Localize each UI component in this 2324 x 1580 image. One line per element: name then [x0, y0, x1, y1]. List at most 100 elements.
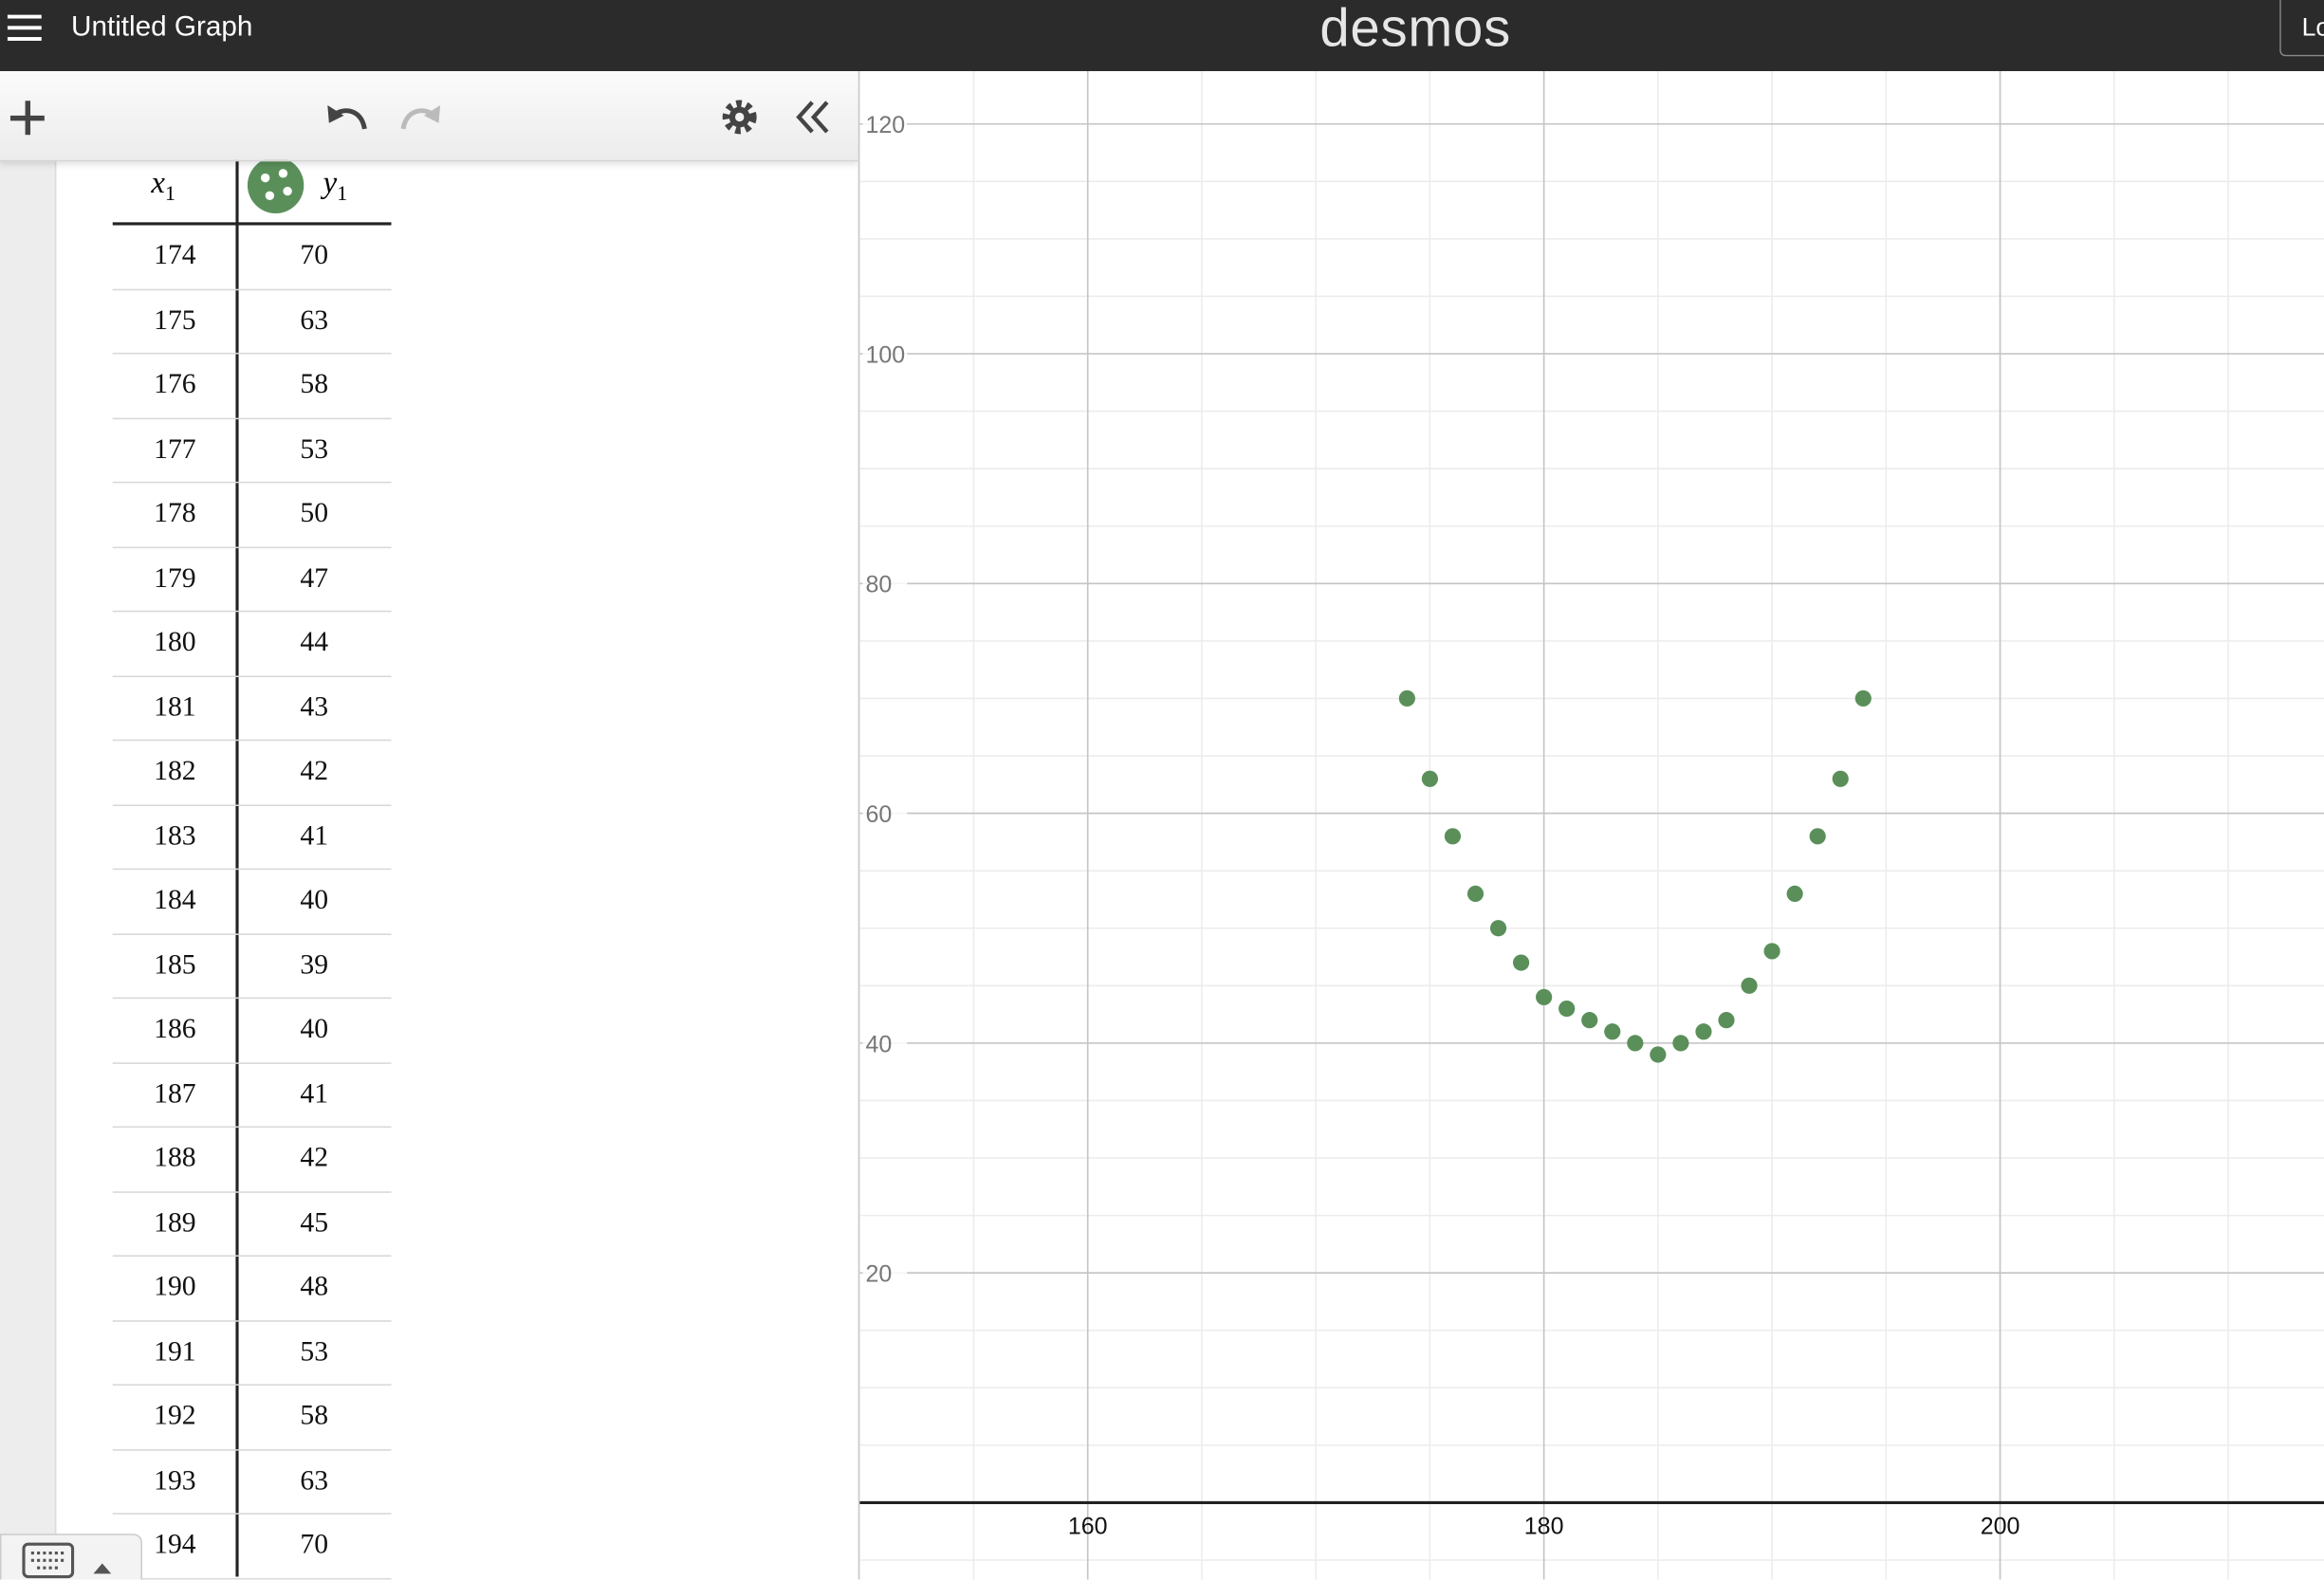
- point: [1672, 1035, 1689, 1052]
- settings-button[interactable]: [720, 98, 759, 137]
- column-header: x1: [151, 160, 175, 223]
- table-cell[interactable]: 193: [154, 1464, 196, 1497]
- login-button[interactable]: Log In: [2279, 0, 2324, 57]
- tick-label-background: [862, 110, 908, 138]
- y-tick-label: 40: [866, 1031, 893, 1057]
- row-rule: [112, 545, 392, 548]
- y-tick-label: 100: [866, 341, 906, 368]
- table-cell[interactable]: 188: [154, 1142, 196, 1174]
- table-cell[interactable]: 53: [300, 1335, 329, 1368]
- row-rule: [112, 1190, 392, 1193]
- table-cell[interactable]: 58: [300, 1400, 329, 1432]
- y-tick-label: 20: [866, 1261, 893, 1288]
- row-rule: [112, 1061, 392, 1064]
- table-cell[interactable]: 190: [154, 1271, 196, 1303]
- table-cell[interactable]: 47: [300, 561, 329, 594]
- table-cell[interactable]: 191: [154, 1335, 196, 1368]
- table-cell[interactable]: 70: [300, 240, 329, 271]
- table-cell[interactable]: 177: [154, 433, 196, 465]
- point: [1809, 828, 1826, 845]
- point: [1786, 885, 1803, 902]
- table-cell[interactable]: 181: [154, 690, 196, 723]
- y-tick-label: 60: [866, 801, 893, 828]
- table-cell[interactable]: 43: [300, 690, 329, 723]
- top-bar: Untitled Graph desmos Log In: [0, 0, 2324, 71]
- table-cell[interactable]: 174: [154, 240, 196, 271]
- row-rule: [112, 1384, 392, 1386]
- point: [1512, 954, 1530, 971]
- point: [1832, 770, 1849, 787]
- x-tick-label: 200: [1981, 1513, 2020, 1539]
- y-tick-label: 80: [866, 572, 893, 598]
- gutter: [0, 159, 57, 1580]
- variable-subscript: 1: [337, 184, 348, 207]
- table-cell[interactable]: 176: [154, 369, 196, 400]
- point: [1741, 977, 1758, 994]
- undo-button[interactable]: [323, 97, 371, 136]
- table-cell[interactable]: 63: [300, 304, 329, 336]
- point: [1650, 1046, 1667, 1063]
- table-cell[interactable]: 192: [154, 1400, 196, 1432]
- table-cell[interactable]: 48: [300, 1271, 329, 1303]
- point: [1559, 1000, 1576, 1018]
- table-cell[interactable]: 178: [154, 498, 196, 529]
- graph-title[interactable]: Untitled Graph: [71, 11, 253, 44]
- point: [1466, 885, 1485, 902]
- add-button[interactable]: [9, 100, 47, 138]
- table-cell[interactable]: 42: [300, 1142, 329, 1174]
- row-rule: [112, 997, 392, 1000]
- table-cell[interactable]: 184: [154, 884, 196, 916]
- table-cell[interactable]: 185: [154, 948, 196, 981]
- variable-name: y: [323, 164, 338, 200]
- point: [1536, 988, 1553, 1006]
- row-rule: [112, 1255, 392, 1257]
- expression-panel: x1 y1 174 70 175 63 176 58 177 53 178 50 179 47 180 44 1…: [0, 71, 860, 1580]
- table-cell[interactable]: 45: [300, 1206, 329, 1239]
- variable-subscript: 1: [164, 184, 175, 207]
- table-cell[interactable]: 179: [154, 561, 196, 594]
- point: [1763, 943, 1780, 960]
- row-rule: [112, 1513, 392, 1515]
- row-rule: [112, 674, 392, 677]
- row-rule: [112, 932, 392, 935]
- table-cell[interactable]: 182: [154, 755, 196, 787]
- table-cell[interactable]: 53: [300, 433, 329, 465]
- redo-button[interactable]: [397, 97, 445, 136]
- table-cell[interactable]: 40: [300, 884, 329, 916]
- table-cell[interactable]: 175: [154, 304, 196, 336]
- row-rule: [112, 1319, 392, 1321]
- collapse-button[interactable]: [795, 98, 834, 137]
- row-rule: [112, 868, 392, 871]
- table-cell[interactable]: 42: [300, 755, 329, 787]
- column-divider: [235, 159, 238, 1576]
- tick-label-background: [862, 570, 908, 597]
- table-cell[interactable]: 63: [300, 1464, 329, 1497]
- table-cell[interactable]: 50: [300, 498, 329, 529]
- table-cell[interactable]: 70: [300, 1529, 329, 1561]
- row-rule: [112, 416, 392, 419]
- tick-label-background: [862, 340, 908, 368]
- table-cell[interactable]: 58: [300, 369, 329, 400]
- table-cell[interactable]: 189: [154, 1206, 196, 1239]
- point: [1489, 920, 1507, 937]
- graph-paper[interactable]: 20 40 60 80 100 120 160 180 200: [859, 71, 2324, 1580]
- table-cell[interactable]: 44: [300, 626, 329, 658]
- table-cell[interactable]: 40: [300, 1013, 329, 1045]
- table-cell[interactable]: 180: [154, 626, 196, 658]
- point: [1854, 689, 1872, 707]
- table-cell[interactable]: 186: [154, 1013, 196, 1045]
- table-cell[interactable]: 41: [300, 819, 329, 852]
- table-cell[interactable]: 39: [300, 948, 329, 981]
- point: [1718, 1012, 1735, 1029]
- header-rule: [112, 222, 392, 225]
- table-cell[interactable]: 41: [300, 1077, 329, 1110]
- series-style-icon[interactable]: [247, 156, 304, 213]
- table-cell[interactable]: 183: [154, 819, 196, 852]
- table-cell[interactable]: 194: [154, 1529, 196, 1561]
- keyboard-button[interactable]: [0, 1534, 142, 1580]
- table-cell[interactable]: 187: [154, 1077, 196, 1110]
- row-rule: [112, 1577, 392, 1579]
- menu-button[interactable]: [7, 12, 44, 45]
